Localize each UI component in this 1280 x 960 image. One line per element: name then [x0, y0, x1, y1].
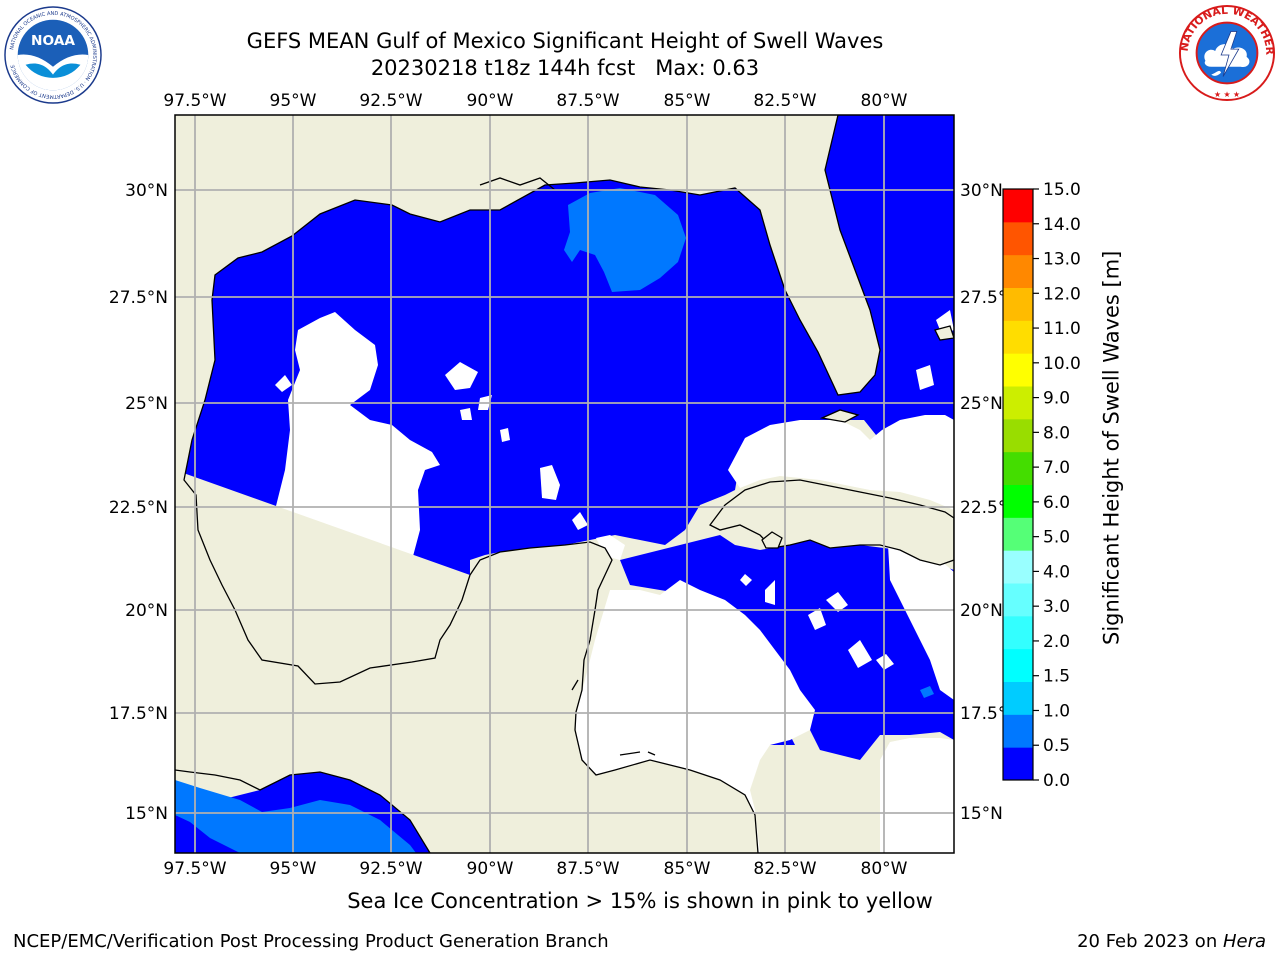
colorbar-segment-15 [1003, 254, 1033, 288]
lat-tick-labels-left: 30°N 27.5°N 25°N 22.5°N 20°N 17.5°N 15°N [109, 181, 168, 824]
title-line-2: 20230218 t18z 144h fcst Max: 0.63 [370, 56, 760, 80]
colorbar-tick-label-10: 5.0 [1043, 528, 1070, 548]
map-frame [174, 114, 955, 854]
lat-tick-right-0: 30°N [960, 181, 1003, 201]
sea-ice-note: Sea Ice Concentration > 15% is shown in … [347, 889, 933, 913]
footer-host: Hera [1222, 931, 1266, 952]
colorbar-tick-label-3: 12.0 [1043, 284, 1081, 304]
colorbar-segment-17 [1003, 189, 1033, 223]
lat-tick-left-6: 15°N [125, 804, 168, 824]
lon-tick-top-6: 82.5°W [753, 91, 816, 111]
colorbar-tick-label-14: 1.5 [1043, 667, 1070, 687]
svg-text:★ ★ ★: ★ ★ ★ [1214, 90, 1240, 99]
footer-date-text: 20 Feb 2023 on [1077, 931, 1223, 952]
colorbar-tick-label-12: 3.0 [1043, 597, 1070, 617]
colorbar-segment-4 [1003, 615, 1033, 650]
colorbar-segment-16 [1003, 221, 1033, 256]
map-plot-area [175, 115, 954, 853]
colorbar-tick-label-8: 7.0 [1043, 458, 1070, 478]
colorbar: 15.0 14.0 13.0 12.0 11.0 10.0 9.0 8.0 7.0 6.0 5.0 4… [1002, 180, 1081, 791]
colorbar-tick-label-1: 14.0 [1043, 215, 1081, 235]
lon-tick-bottom-6: 82.5°W [753, 859, 816, 879]
colorbar-tick-label-2: 13.0 [1043, 250, 1081, 270]
colorbar-tick-label-15: 1.0 [1043, 701, 1070, 721]
colorbar-segment-11 [1003, 386, 1033, 420]
footer-date: 20 Feb 2023 on Hera [1077, 931, 1266, 952]
lon-tick-top-7: 80°W [861, 91, 908, 111]
lat-tick-right-4: 20°N [960, 601, 1003, 621]
lon-tick-top-3: 90°W [467, 91, 514, 111]
colorbar-frame [1002, 188, 1034, 781]
colorbar-tick-label-5: 10.0 [1043, 354, 1081, 374]
lat-tick-right-2: 25°N [960, 394, 1003, 414]
lat-tick-left-1: 27.5°N [109, 288, 168, 308]
coastlines [175, 115, 881, 853]
colorbar-segment-13 [1003, 320, 1033, 354]
colorbar-segment-5 [1003, 583, 1033, 617]
lat-tick-left-4: 20°N [125, 601, 168, 621]
colorbar-tick-label-7: 8.0 [1043, 423, 1070, 443]
colorbar-tick-label-17: 0.0 [1043, 771, 1070, 791]
lon-tick-bottom-3: 90°W [467, 859, 514, 879]
lon-tick-top-0: 97.5°W [163, 91, 226, 111]
lon-tick-top-1: 95°W [270, 91, 317, 111]
colorbar-tick-label-0: 15.0 [1043, 180, 1081, 200]
lon-tick-bottom-5: 85°W [664, 859, 711, 879]
lon-tick-bottom-0: 97.5°W [163, 859, 226, 879]
colorbar-segment-7 [1003, 517, 1033, 551]
colorbar-segment-8 [1003, 484, 1033, 518]
lon-tick-bottom-2: 92.5°W [359, 859, 422, 879]
colorbar-segment-6 [1003, 550, 1033, 584]
colorbar-tick-label-16: 0.5 [1043, 736, 1070, 756]
footer-credit: NCEP/EMC/Verification Post Processing Pr… [13, 931, 609, 952]
noaa-logo-text: NOAA [31, 33, 75, 49]
colorbar-segment-12 [1003, 353, 1033, 387]
swell-field-mid [175, 188, 934, 853]
colorbar-tick-label-9: 6.0 [1043, 493, 1070, 513]
lat-tick-left-5: 17.5°N [109, 704, 168, 724]
colorbar-segment-1 [1003, 714, 1033, 748]
colorbar-tick-label-11: 4.0 [1043, 562, 1070, 582]
lat-tick-right-6: 15°N [960, 804, 1003, 824]
colorbar-segment-0 [1003, 747, 1033, 781]
colorbar-tick-label-13: 2.0 [1043, 632, 1070, 652]
colorbar-tick-label-6: 9.0 [1043, 389, 1070, 409]
colorbar-tick-label-4: 11.0 [1043, 319, 1081, 339]
nws-logo-icon: NATIONAL WEATHER SERVICE ★ ★ ★ [1178, 4, 1276, 102]
lon-tick-labels: 97.5°W 95°W 92.5°W 90°W 87.5°W 85°W 82.5… [163, 91, 907, 879]
colorbar-segment-9 [1003, 451, 1033, 485]
map-gridlines [175, 115, 954, 853]
lon-tick-top-5: 85°W [664, 91, 711, 111]
title-line-1: GEFS MEAN Gulf of Mexico Significant Hei… [246, 29, 884, 53]
lon-tick-bottom-1: 95°W [270, 859, 317, 879]
lon-tick-top-2: 92.5°W [359, 91, 422, 111]
chart-title: GEFS MEAN Gulf of Mexico Significant Hei… [215, 28, 915, 82]
colorbar-segment-14 [1003, 287, 1033, 321]
lat-tick-left-0: 30°N [125, 181, 168, 201]
colorbar-segment-10 [1003, 418, 1033, 453]
land-masses [175, 115, 954, 853]
lon-tick-bottom-4: 87.5°W [556, 859, 619, 879]
noaa-logo-icon: NOAA NATIONAL OCEANIC AND ATMOSPHERIC AD… [4, 6, 102, 104]
colorbar-segment-2 [1003, 681, 1033, 715]
colorbar-segment-3 [1003, 648, 1033, 682]
lat-tick-left-2: 25°N [125, 394, 168, 414]
lat-tick-left-3: 22.5°N [109, 498, 168, 518]
lon-tick-top-4: 87.5°W [556, 91, 619, 111]
lon-tick-bottom-7: 80°W [861, 859, 908, 879]
